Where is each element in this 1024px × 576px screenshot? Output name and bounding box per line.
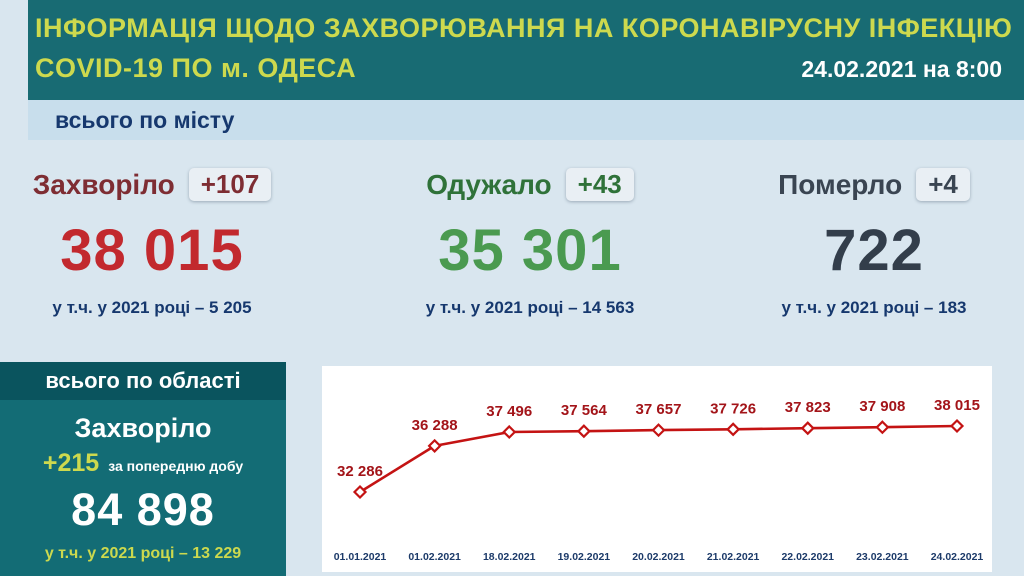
page-title-line1: ІНФОРМАЦІЯ ЩОДО ЗАХВОРЮВАННЯ НА КОРОНАВІ… [35, 13, 1013, 43]
recovered-total: 35 301 [438, 218, 622, 283]
recovered-subtitle: у т.ч. у 2021 році – 14 563 [425, 298, 635, 317]
oblast-delta-caption: за попередню добу [108, 458, 244, 474]
x-axis-label: 01.01.2021 [334, 551, 387, 563]
chart-data-point [726, 422, 741, 437]
stat-title-row: Померло +4 [738, 168, 1010, 201]
chart-data-point [949, 418, 965, 434]
x-axis-label: 18.02.2021 [483, 551, 536, 563]
oblast-subtitle: у т.ч. у 2021 році – 13 229 [44, 545, 242, 562]
oblast-delta-row: +215 за попередню добу [0, 449, 286, 478]
chart-data-point [651, 423, 666, 438]
city-section-label: всього по місту [55, 106, 235, 133]
chart-data-point [427, 438, 442, 453]
infected-title: Захворіло [32, 168, 175, 200]
oblast-infected-title: Захворіло [74, 413, 212, 443]
infected-total: 38 015 [60, 218, 244, 283]
deceased-total: 722 [824, 218, 924, 283]
chart-point-label: 36 288 [412, 417, 458, 434]
covid-trend-chart: 32 286 01.01.2021 36 288 01.02.2021 37 496 18… [334, 397, 984, 563]
stat-block-recovered: Одужало +43 35 301 у т.ч. у 2021 році – … [388, 168, 672, 318]
x-axis-label: 01.02.2021 [408, 551, 461, 563]
chart-point-label: 37 496 [486, 403, 532, 420]
oblast-total: 84 898 [71, 484, 215, 535]
x-axis-label: 24.02.2021 [931, 551, 984, 563]
chart-point-label: 37 564 [561, 402, 608, 419]
infected-delta-badge: +107 [188, 168, 272, 201]
oblast-delta-badge: +215 [42, 449, 100, 477]
chart-data-point [352, 484, 368, 500]
stat-block-infected: Захворіло +107 38 015 у т.ч. у 2021 році… [12, 168, 292, 318]
chart-point-label: 37 823 [785, 399, 831, 416]
chart-point-label: 37 657 [636, 401, 682, 418]
recovered-title: Одужало [426, 168, 552, 200]
chart-data-point [800, 421, 815, 436]
x-axis-label: 20.02.2021 [632, 551, 685, 563]
header: ІНФОРМАЦІЯ ЩОДО ЗАХВОРЮВАННЯ НА КОРОНАВІ… [28, 0, 1024, 100]
infected-subtitle: у т.ч. у 2021 році – 5 205 [52, 298, 252, 317]
stat-block-deceased: Померло +4 722 у т.ч. у 2021 році – 183 [738, 168, 1010, 318]
x-axis-label: 19.02.2021 [558, 551, 611, 563]
report-date: 24.02.2021 на 8:00 [801, 56, 1002, 82]
chart-point-label: 37 908 [859, 398, 905, 415]
page-title-line2: COVID-19 ПО м. ОДЕСА [35, 53, 357, 83]
deceased-delta-badge: +4 [916, 168, 970, 201]
x-axis-label: 23.02.2021 [856, 551, 909, 563]
stat-title-row: Одужало +43 [388, 168, 672, 201]
chart-data-point [875, 420, 890, 435]
deceased-title: Померло [778, 168, 903, 200]
oblast-panel: всього по області Захворіло +215 за попе… [0, 362, 286, 576]
oblast-section-label: всього по області [0, 362, 286, 400]
chart-point-label: 32 286 [337, 463, 383, 480]
chart-point-label: 38 015 [934, 397, 980, 414]
deceased-subtitle: у т.ч. у 2021 році – 183 [781, 298, 967, 317]
x-axis-label: 22.02.2021 [781, 551, 834, 563]
recovered-delta-badge: +43 [565, 168, 634, 201]
chart-panel: 32 286 01.01.2021 36 288 01.02.2021 37 496 18… [322, 366, 992, 572]
chart-point-label: 37 726 [710, 400, 756, 417]
stat-title-row: Захворіло +107 [12, 168, 292, 201]
chart-data-point [576, 424, 591, 439]
page-title: ІНФОРМАЦІЯ ЩОДО ЗАХВОРЮВАННЯ НА КОРОНАВІ… [35, 8, 1012, 88]
chart-data-point [502, 424, 517, 440]
x-axis-label: 21.02.2021 [707, 551, 760, 563]
city-section-band: всього по місту [28, 100, 1024, 140]
